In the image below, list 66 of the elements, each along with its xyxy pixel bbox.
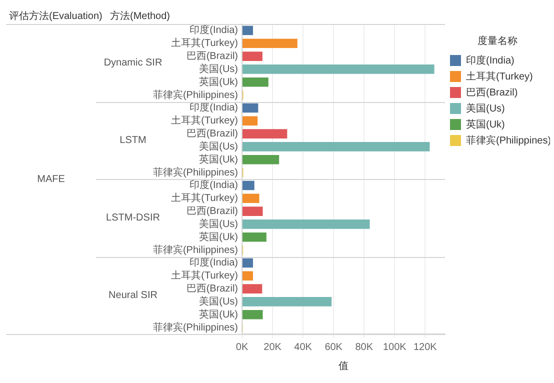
text: 评估方法(Evaluation): [9, 10, 102, 22]
y-tick-label: 印度(India): [190, 102, 238, 114]
bar: [242, 52, 262, 61]
y-tick-label: 菲律宾(Philippines): [152, 321, 238, 334]
x-tick-label: 100K: [382, 342, 407, 353]
legend-label: 英国(Uk): [466, 118, 505, 130]
x-tick-label: 20K: [264, 342, 282, 353]
y-tick-label: 美国(Us): [199, 140, 238, 152]
y-tick-label: 巴西(Brazil): [186, 51, 238, 62]
y-tick-label: 英国(Uk): [199, 308, 238, 320]
y-tick-label: 巴西(Brazil): [186, 284, 238, 295]
text: Neural SIR: [108, 290, 158, 301]
y-tick-label: 英国(Uk): [199, 76, 238, 88]
x-tick-label: 60K: [324, 342, 343, 353]
x-tick-label: 120K: [413, 342, 438, 353]
x-tick-label: 80K: [355, 342, 374, 353]
bar: [242, 103, 258, 113]
bar: [242, 64, 434, 74]
y-tick-label: 菲律宾(Philippines): [152, 88, 238, 101]
bar: [242, 38, 298, 48]
y-tick-label: 土耳其(Turkey): [171, 37, 238, 50]
y-tick-label: 美国(Us): [199, 218, 238, 230]
y-tick-label: 土耳其(Turkey): [171, 192, 238, 204]
bar: [242, 116, 258, 126]
bar: [242, 154, 280, 164]
bar: [242, 129, 288, 138]
bar: [242, 206, 263, 216]
y-tick-label: 印度(India): [190, 256, 238, 269]
bar: [242, 310, 263, 320]
y-tick-label: 土耳其(Turkey): [171, 114, 238, 127]
bar: [242, 271, 253, 281]
bar: [242, 180, 254, 190]
legend-label: 菲律宾(Philippines): [466, 134, 552, 146]
y-tick-label: 英国(Uk): [199, 153, 238, 166]
bar: [242, 77, 268, 87]
y-tick-label: 菲律宾(Philippines): [152, 244, 238, 256]
y-tick-label: 巴西(Brazil): [186, 206, 238, 218]
bar: [242, 142, 430, 152]
y-tick-label: 印度(India): [190, 24, 238, 36]
bar: [242, 284, 262, 294]
bar: [242, 26, 253, 36]
legend-label: 土耳其(Turkey): [466, 70, 533, 82]
legend-label: 美国(Us): [466, 102, 505, 114]
text: 方法(Method): [110, 10, 170, 22]
text: Dynamic SIR: [104, 58, 162, 68]
y-tick-label: 印度(India): [190, 179, 238, 192]
legend-title: 度量名称: [478, 34, 518, 47]
legend-label: 巴西(Brazil): [466, 87, 518, 98]
y-tick-label: 美国(Us): [199, 62, 238, 75]
y-tick-label: 美国(Us): [199, 295, 238, 308]
y-tick-label: 菲律宾(Philippines): [152, 166, 238, 178]
bar: [242, 194, 260, 204]
text: MAFE: [37, 174, 66, 185]
legend-label: 印度(India): [466, 54, 514, 66]
bar: [242, 232, 266, 242]
y-tick-label: 英国(Uk): [199, 230, 238, 243]
x-tick-label: 0K: [236, 342, 248, 353]
x-tick-label: 40K: [294, 342, 312, 353]
bar: [242, 220, 370, 229]
text: LSTM: [120, 135, 146, 146]
bar: [242, 297, 332, 306]
bar: [242, 258, 253, 268]
y-tick-label: 土耳其(Turkey): [171, 270, 238, 282]
x-axis-title: 值: [338, 360, 348, 372]
text: LSTM-DSIR: [106, 212, 160, 224]
y-tick-label: 巴西(Brazil): [186, 128, 238, 140]
